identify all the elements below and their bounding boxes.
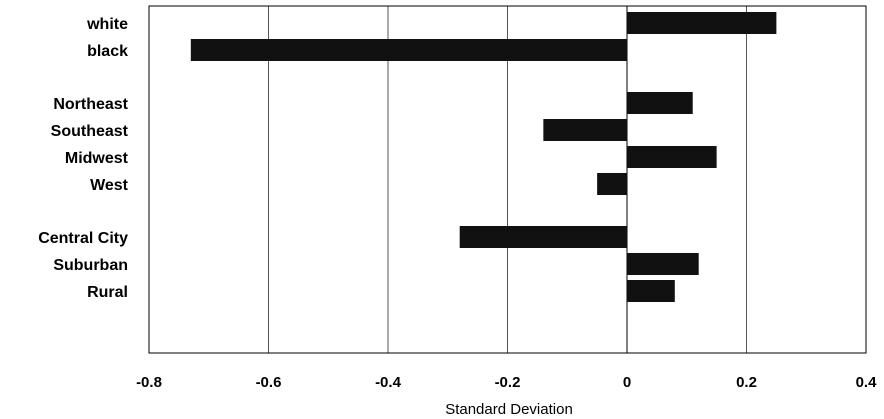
x-tick-label: -0.6 (256, 374, 282, 391)
bar-southeast (543, 119, 627, 141)
category-label: Midwest (65, 150, 129, 167)
category-label: West (90, 177, 129, 194)
category-label: Suburban (53, 257, 128, 274)
x-tick-label: 0.4 (856, 374, 878, 391)
category-label: white (86, 16, 128, 33)
plot-area-frame (148, 5, 867, 354)
x-tick-label: -0.8 (136, 374, 162, 391)
category-label: Northeast (53, 96, 128, 113)
bar-central-city (459, 226, 627, 248)
bar-white (627, 12, 777, 34)
x-tick-label: -0.2 (495, 374, 521, 391)
bar-rural (627, 280, 675, 302)
bar-northeast (627, 92, 693, 114)
bars (190, 12, 777, 302)
x-tick-label: 0 (623, 374, 631, 391)
x-axis-ticks: -0.8 -0.6 -0.4 -0.2 0 0.2 0.4 (136, 374, 877, 391)
x-axis-title: Standard Deviation (445, 401, 573, 418)
bar-black (190, 39, 627, 61)
bar-midwest (627, 146, 717, 168)
category-label: Rural (87, 284, 128, 301)
x-tick-label: 0.2 (736, 374, 757, 391)
category-labels: white black Northeast Southeast Midwest West C… (38, 16, 128, 301)
category-label: Southeast (51, 123, 129, 140)
x-tick-label: -0.4 (375, 374, 402, 391)
category-label: Central City (38, 230, 128, 247)
bar-west (597, 173, 627, 195)
bar-suburban (627, 253, 699, 275)
category-label: black (87, 43, 128, 60)
